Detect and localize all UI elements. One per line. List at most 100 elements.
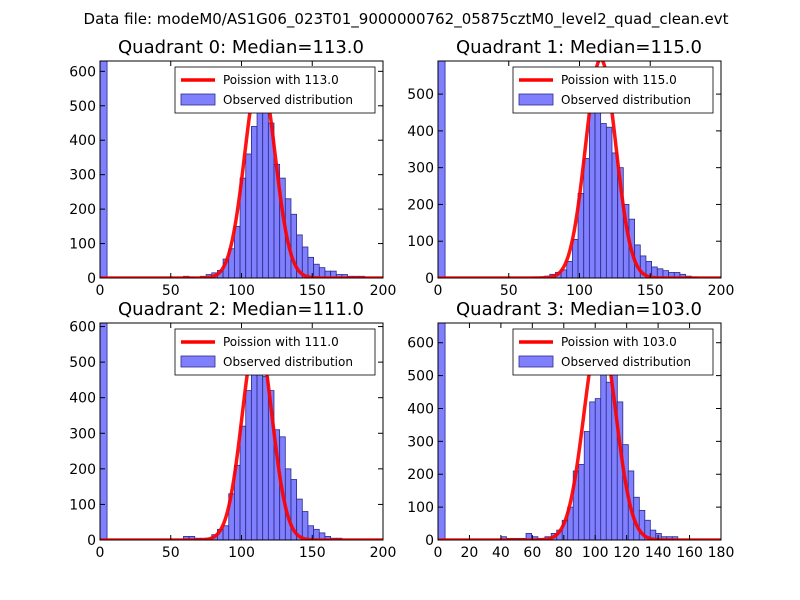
- histogram-bar: [600, 123, 607, 278]
- x-tick-label: 100: [228, 545, 255, 561]
- y-tick-label: 300: [407, 434, 434, 450]
- y-tick-label: 600: [69, 320, 96, 336]
- quadrant-0-title: Quadrant 0: Median=113.0: [118, 37, 364, 58]
- y-tick-label: 0: [87, 533, 96, 549]
- histogram-bar: [583, 158, 590, 278]
- histogram-bar: [605, 126, 613, 278]
- y-tick-label: 500: [407, 87, 434, 103]
- y-tick-label: 300: [69, 168, 96, 184]
- y-tick-label: 100: [407, 500, 434, 516]
- legend-bar-swatch: [180, 355, 216, 368]
- legend-label-poisson: Poission with 111.0: [223, 335, 339, 349]
- legend-label-poisson: Poission with 113.0: [223, 73, 339, 87]
- y-tick-label: 400: [69, 391, 96, 407]
- x-tick-label: 150: [299, 545, 326, 561]
- poisson-curve: [100, 69, 383, 278]
- x-tick-label: 180: [708, 545, 735, 561]
- histogram-bar: [525, 533, 533, 540]
- x-tick-label: 0: [96, 545, 105, 561]
- x-tick-label: 60: [523, 545, 541, 561]
- histogram-bar: [100, 61, 108, 278]
- x-tick-label: 160: [676, 545, 703, 561]
- poisson-curve: [438, 329, 721, 540]
- x-tick-label: 0: [434, 545, 443, 561]
- x-tick-label: 150: [299, 283, 326, 299]
- histogram-bar: [605, 381, 613, 540]
- histogram-bar: [301, 511, 309, 540]
- x-tick-label: 0: [434, 283, 443, 299]
- quadrant-1-title: Quadrant 1: Median=115.0: [456, 37, 702, 58]
- histogram-bar: [307, 256, 314, 278]
- legend-label-observed: Observed distribution: [223, 93, 353, 107]
- y-tick-label: 500: [69, 99, 96, 115]
- quadrant-2-histogram: Quadrant 2: Median=111.0 0 50 100 150 200 0 10…: [69, 299, 396, 561]
- y-tick-label: 300: [69, 426, 96, 442]
- legend-bar-swatch: [518, 355, 554, 368]
- quadrant-2-title: Quadrant 2: Median=111.0: [118, 299, 364, 320]
- x-tick-label: 40: [492, 545, 510, 561]
- histogram-bar: [589, 101, 596, 278]
- y-tick-label: 200: [69, 462, 96, 478]
- y-tick-label: 200: [407, 197, 434, 213]
- plot-area-0: [100, 61, 383, 278]
- histogram-bar: [611, 152, 619, 278]
- x-tick-label: 140: [645, 545, 672, 561]
- y-tick-label: 200: [407, 467, 434, 483]
- histogram-bar: [438, 61, 446, 278]
- y-tick-label: 400: [407, 401, 434, 417]
- legend-label-poisson: Poission with 115.0: [561, 73, 677, 87]
- x-tick-label: 100: [582, 545, 609, 561]
- histogram-bar: [245, 153, 252, 278]
- poisson-curve: [100, 331, 383, 540]
- histogram-bar: [578, 463, 585, 540]
- x-tick-label: 200: [708, 283, 735, 299]
- x-tick-label: 100: [566, 283, 593, 299]
- poisson-curve: [438, 61, 721, 278]
- y-tick-label: 600: [407, 336, 434, 352]
- y-tick-label: 500: [69, 355, 96, 371]
- histogram-bar: [251, 126, 258, 278]
- x-tick-label: 20: [461, 545, 479, 561]
- histogram-bar: [245, 390, 252, 540]
- x-tick-label: 150: [637, 283, 664, 299]
- histogram-bar: [100, 323, 108, 540]
- histogram-bar: [583, 431, 591, 540]
- legend-label-observed: Observed distribution: [561, 355, 691, 369]
- x-tick-label: 200: [370, 545, 397, 561]
- x-tick-label: 50: [500, 283, 518, 299]
- quadrant-0-histogram: Quadrant 0: Median=113.0 0 50 100 150 200 0 10…: [69, 37, 396, 299]
- legend-label-observed: Observed distribution: [561, 93, 691, 107]
- histogram-bar: [589, 401, 596, 540]
- y-tick-label: 100: [69, 497, 96, 513]
- y-tick-label: 100: [407, 234, 434, 250]
- x-tick-label: 200: [370, 283, 397, 299]
- x-tick-label: 120: [613, 545, 640, 561]
- quadrant-3-histogram: Quadrant 3: Median=103.0 0 20 40 60 80 100 120…: [407, 299, 734, 561]
- legend-bar-swatch: [518, 93, 554, 106]
- histogram-bar: [594, 86, 602, 278]
- y-tick-label: 300: [407, 161, 434, 177]
- histogram-bar: [594, 398, 602, 540]
- histogram-bar: [256, 105, 264, 278]
- y-tick-label: 500: [407, 369, 434, 385]
- histogram-bar: [566, 261, 573, 278]
- legend: Poission with 115.0 Observed distribution: [512, 66, 714, 114]
- histogram-bar: [572, 238, 579, 278]
- figure-suptitle: Data file: modeM0/AS1G06_023T01_90000007…: [84, 10, 729, 29]
- y-tick-label: 100: [69, 237, 96, 253]
- legend-label-observed: Observed distribution: [223, 355, 353, 369]
- x-tick-label: 50: [162, 283, 180, 299]
- histogram-bar: [313, 263, 320, 278]
- plot-area-1: [438, 61, 721, 278]
- histogram-bar: [262, 375, 269, 540]
- y-tick-label: 400: [407, 124, 434, 140]
- x-tick-label: 100: [228, 283, 255, 299]
- axes-frame: [437, 322, 722, 541]
- legend: Poission with 103.0 Observed distribution: [512, 328, 714, 376]
- y-tick-label: 0: [425, 533, 434, 549]
- y-tick-label: 400: [69, 133, 96, 149]
- legend: Poission with 113.0 Observed distribution: [174, 66, 376, 114]
- histogram-bar: [438, 323, 446, 540]
- y-tick-label: 600: [69, 64, 96, 80]
